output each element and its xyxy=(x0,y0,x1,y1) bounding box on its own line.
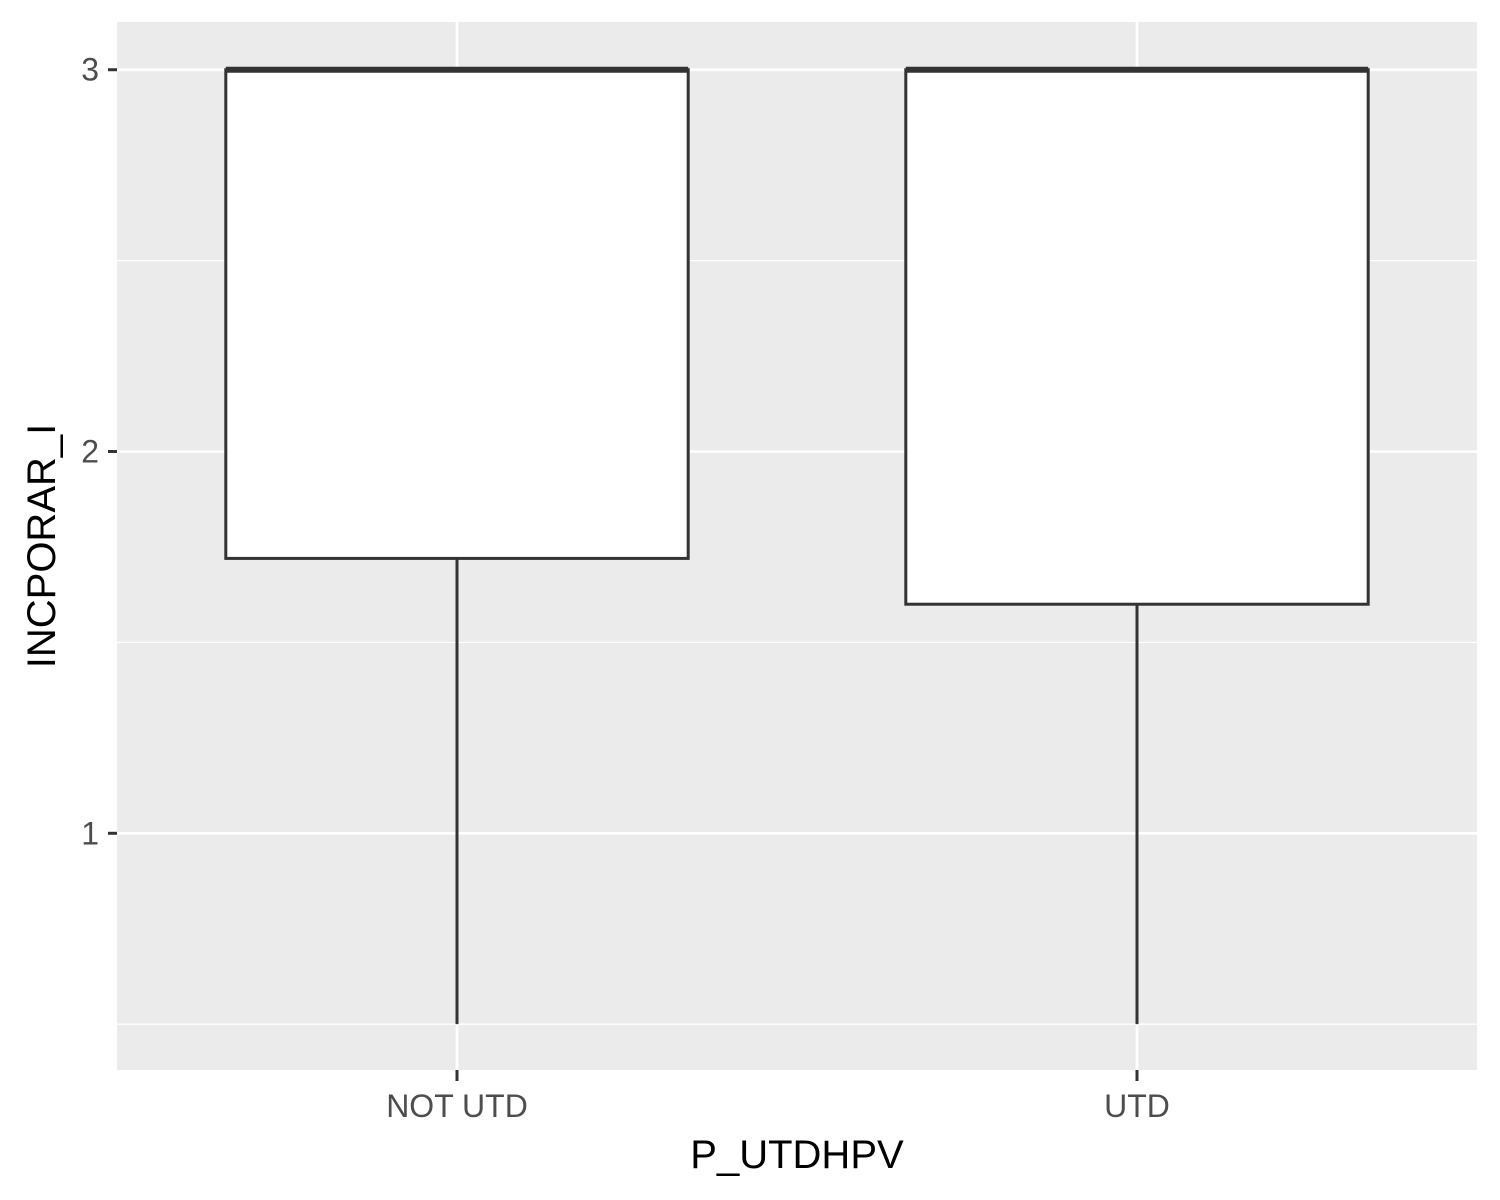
y-tick-label: 3 xyxy=(81,52,99,88)
x-tick-label: NOT UTD xyxy=(386,1088,528,1124)
axes: 1 2 3 NOT UTD UTD xyxy=(81,52,1170,1124)
y-tick-label: 1 xyxy=(81,815,99,851)
y-tick-label: 2 xyxy=(81,434,99,470)
x-tick-label: UTD xyxy=(1104,1088,1170,1124)
box-body xyxy=(904,68,1370,606)
boxes xyxy=(224,66,1370,1025)
box-body xyxy=(224,68,690,560)
box-group-not-utd xyxy=(224,66,690,1025)
y-axis-title: INCPORAR_I xyxy=(20,424,64,669)
box-group-utd xyxy=(904,66,1370,1025)
x-axis-title: P_UTDHPV xyxy=(690,1133,904,1177)
